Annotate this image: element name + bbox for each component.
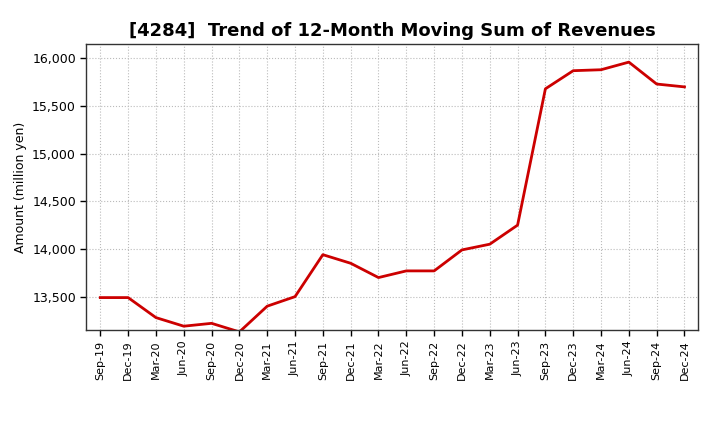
Y-axis label: Amount (million yen): Amount (million yen) [14,121,27,253]
Title: [4284]  Trend of 12-Month Moving Sum of Revenues: [4284] Trend of 12-Month Moving Sum of R… [129,22,656,40]
